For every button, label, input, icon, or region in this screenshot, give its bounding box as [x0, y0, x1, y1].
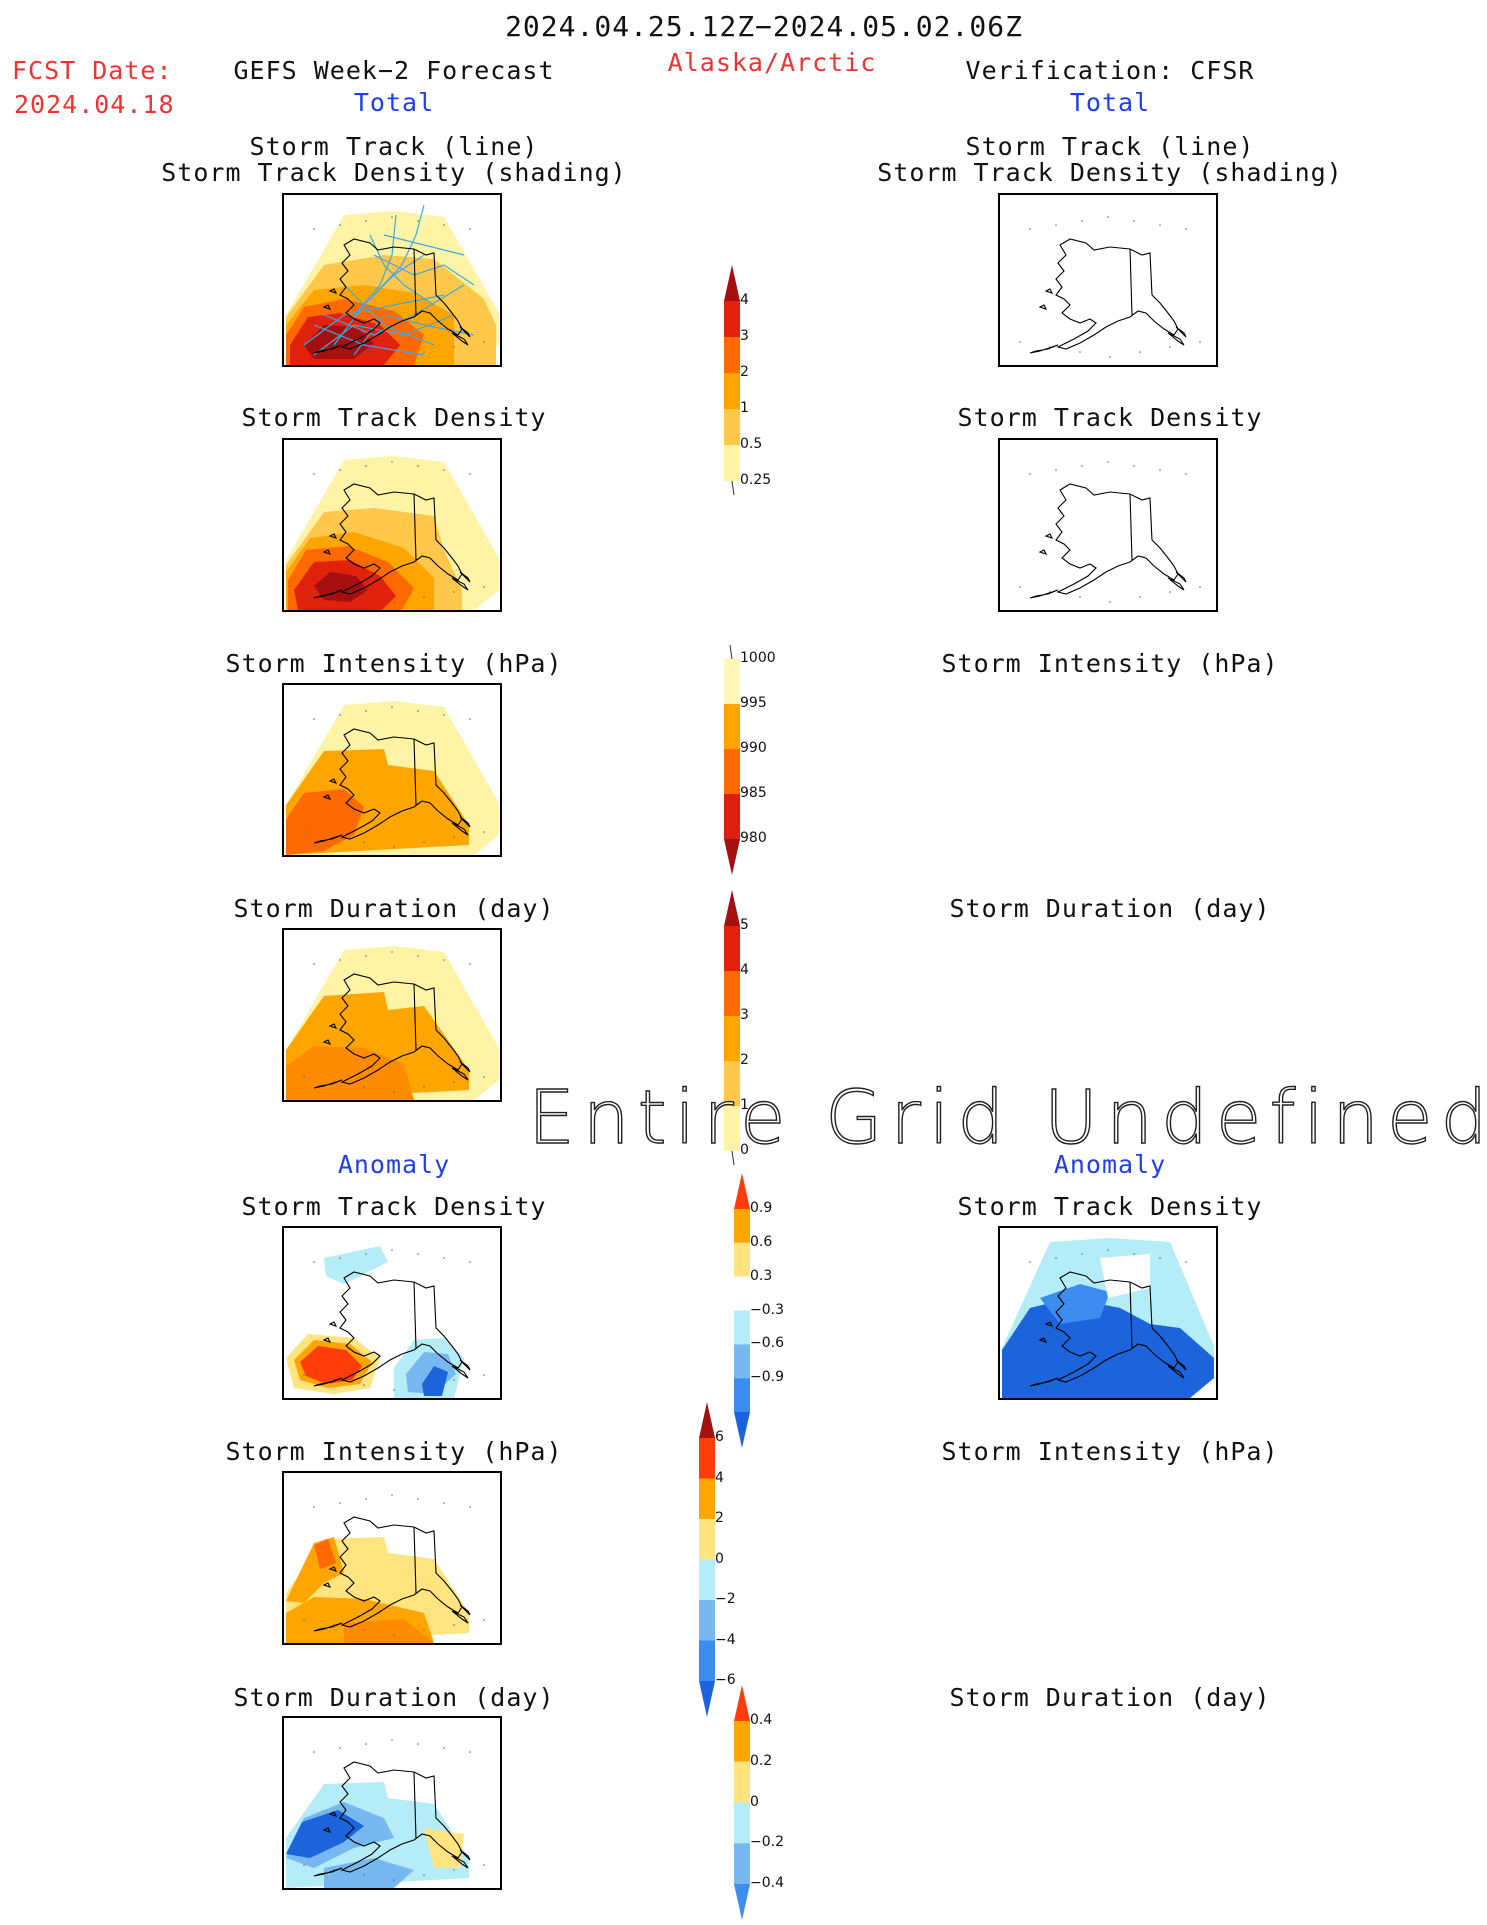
map-panel-left-density-anomaly [282, 1226, 502, 1400]
left-panel4-title: Storm Duration (day) [233, 894, 555, 923]
left-panel1-title-line1: Storm Track (line) [249, 132, 539, 161]
map-panel-left-storm-track [282, 193, 502, 367]
left-panel5-title: Storm Track Density [241, 1192, 547, 1221]
colorbar-label: 980 [740, 830, 767, 846]
left-panel6-title: Storm Intensity (hPa) [225, 1437, 563, 1466]
right-column-title: Verification: CFSR [965, 56, 1255, 85]
map-panel-left-intensity [282, 683, 502, 857]
colorbar-label: 0.2 [750, 1752, 773, 1769]
colorbar-label: 0 [750, 1793, 759, 1810]
map-panel-left-duration-anomaly [282, 1716, 502, 1890]
right-total-label: Total [1069, 88, 1151, 117]
colorbar-label: 0.25 [740, 472, 772, 488]
colorbar-label: 4 [715, 1469, 724, 1486]
colorbar-label: −0.9 [750, 1369, 784, 1386]
colorbar-label: 0 [740, 1142, 749, 1158]
right-panel5-title: Storm Track Density [957, 1192, 1263, 1221]
date-range-title: 2024.04.25.12Z−2024.05.02.06Z [505, 10, 1023, 43]
colorbar-label: 0.4 [750, 1712, 773, 1728]
right-panel1-title-line2: Storm Track Density (shading) [877, 158, 1343, 187]
colorbar-label: 3 [740, 328, 749, 344]
colorbar-label: −2 [715, 1591, 736, 1607]
undefined-grid-message: Entire Grid Undefined [527, 1074, 1487, 1161]
colorbar-label: 6 [715, 1429, 724, 1445]
right-panel1-title-line1: Storm Track (line) [965, 132, 1255, 161]
colorbar-label: 985 [740, 785, 767, 801]
right-panel3-title: Storm Intensity (hPa) [941, 649, 1279, 678]
fcst-date-value: 2024.04.18 [14, 90, 175, 119]
map-panel-right-density-anomaly [998, 1226, 1218, 1400]
map-panel-right-storm-track [998, 193, 1218, 367]
map-panel-left-duration [282, 928, 502, 1102]
colorbar-label: −0.4 [750, 1875, 784, 1891]
region-title: Alaska/Arctic [667, 48, 877, 77]
left-total-label: Total [353, 88, 435, 117]
colorbar-label: 3 [740, 1007, 749, 1023]
colorbar-label: 2 [740, 364, 749, 380]
colorbar-label: 5 [740, 917, 749, 933]
fcst-date-label: FCST Date: [12, 56, 173, 85]
colorbar-label: 1 [740, 400, 749, 416]
colorbar-label: 0.6 [750, 1233, 773, 1250]
colorbar-label: 990 [740, 740, 767, 756]
colorbar-label: 4 [740, 292, 749, 308]
colorbar-label: −0.3 [750, 1301, 784, 1318]
right-panel2-title: Storm Track Density [957, 403, 1263, 432]
left-panel2-title: Storm Track Density [241, 403, 547, 432]
colorbar-label: 1 [740, 1097, 749, 1113]
colorbar-label: 0.9 [750, 1200, 773, 1216]
colorbar-label: 2 [740, 1052, 749, 1068]
colorbar-label: 2 [715, 1510, 724, 1526]
colorbar-label: 0 [715, 1550, 724, 1567]
colorbar-label: 1000 [740, 650, 776, 666]
colorbar-label: 0.3 [750, 1267, 773, 1284]
left-column-title: GEFS Week−2 Forecast [233, 56, 555, 85]
colorbar-label: −0.2 [750, 1834, 784, 1851]
colorbar-label: 995 [740, 695, 767, 711]
map-panel-left-intensity-anomaly [282, 1471, 502, 1645]
map-panel-left-track-density [282, 438, 502, 612]
left-panel3-title: Storm Intensity (hPa) [225, 649, 563, 678]
right-panel6-title: Storm Intensity (hPa) [941, 1437, 1279, 1466]
colorbar-label: 4 [740, 962, 749, 978]
colorbar-label: −6 [715, 1672, 736, 1688]
left-anomaly-label: Anomaly [337, 1150, 451, 1179]
right-anomaly-label: Anomaly [1053, 1150, 1167, 1179]
colorbar-label: −4 [715, 1631, 736, 1648]
colorbar-label: 0.5 [740, 436, 763, 452]
right-panel7-title: Storm Duration (day) [949, 1683, 1271, 1712]
colorbar-label: −0.6 [750, 1335, 784, 1352]
right-panel4-title: Storm Duration (day) [949, 894, 1271, 923]
left-panel1-title-line2: Storm Track Density (shading) [161, 158, 627, 187]
map-panel-right-track-density [998, 438, 1218, 612]
left-panel7-title: Storm Duration (day) [233, 1683, 555, 1712]
